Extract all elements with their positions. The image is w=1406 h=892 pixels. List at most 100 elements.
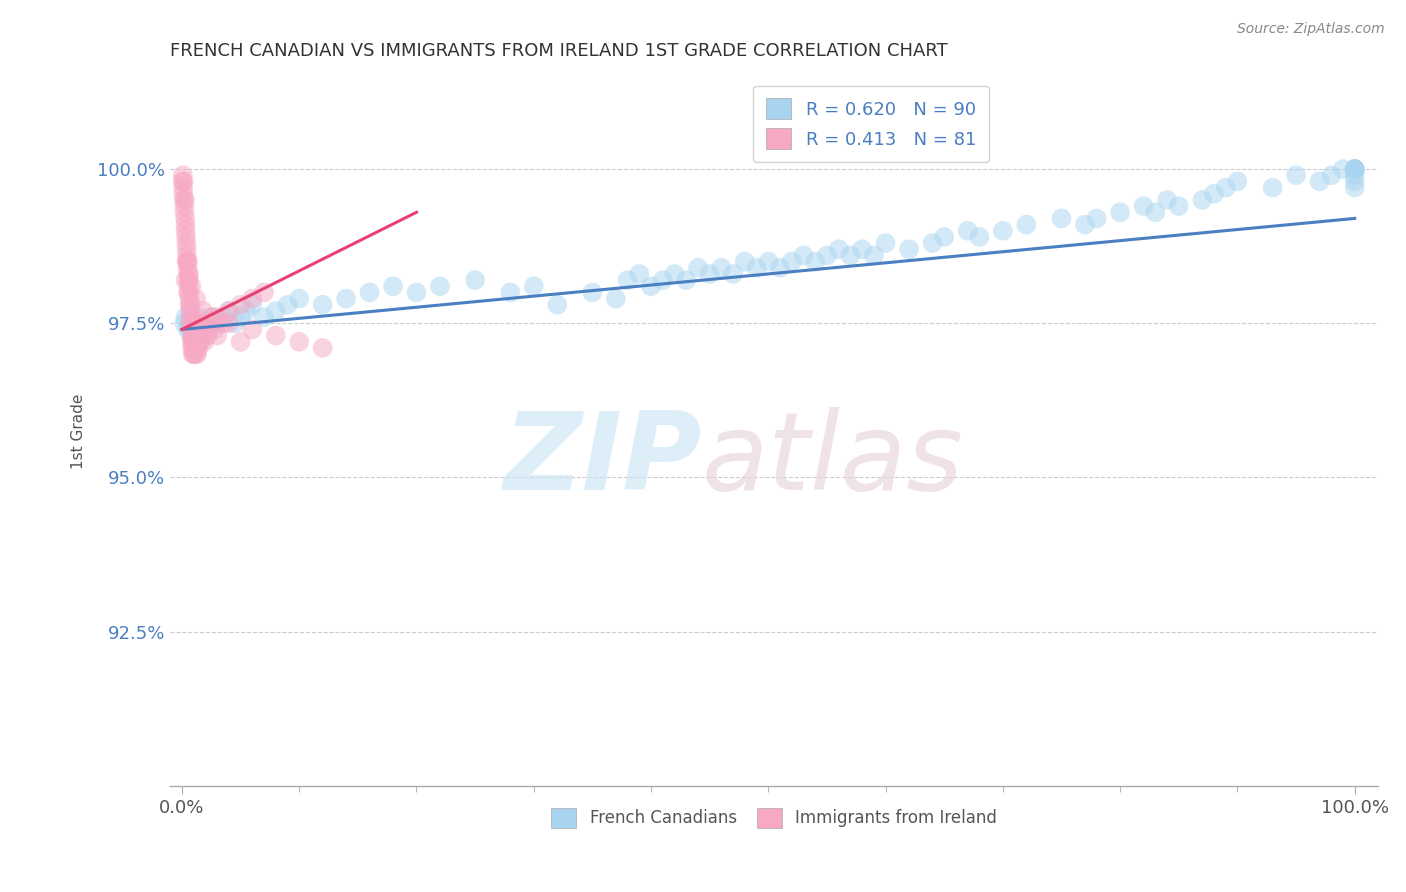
Point [464, 273, 486, 287]
Point [187, 334, 209, 349]
Y-axis label: 1st Grade: 1st Grade [72, 393, 86, 469]
Point [187, 341, 209, 355]
Point [190, 334, 212, 349]
Point [1226, 174, 1249, 188]
Point [769, 260, 792, 275]
Point [173, 193, 195, 207]
Point [616, 273, 638, 287]
Point [1261, 180, 1284, 194]
Point [956, 224, 979, 238]
Point [179, 298, 201, 312]
Point [183, 334, 205, 349]
Point [235, 304, 257, 318]
Point [183, 310, 205, 324]
Point [177, 267, 200, 281]
Point [1202, 186, 1225, 201]
Point [191, 322, 214, 336]
Point [177, 273, 200, 287]
Point [699, 267, 721, 281]
Point [815, 248, 838, 262]
Point [201, 310, 224, 324]
Point [664, 267, 686, 281]
Point [172, 168, 194, 182]
Point [429, 279, 451, 293]
Text: Source: ZipAtlas.com: Source: ZipAtlas.com [1237, 22, 1385, 37]
Point [184, 334, 207, 349]
Point [200, 316, 222, 330]
Point [198, 322, 221, 336]
Point [1344, 162, 1367, 177]
Point [204, 322, 226, 336]
Point [186, 347, 208, 361]
Point [780, 254, 803, 268]
Point [792, 248, 814, 262]
Point [546, 298, 568, 312]
Point [1344, 162, 1367, 177]
Point [176, 254, 198, 268]
Legend: French Canadians, Immigrants from Ireland: French Canadians, Immigrants from Irelan… [544, 802, 1004, 834]
Point [176, 260, 198, 275]
Point [828, 242, 851, 256]
Point [1156, 193, 1178, 207]
Point [180, 334, 202, 349]
Point [1344, 180, 1367, 194]
Point [180, 316, 202, 330]
Point [264, 304, 287, 318]
Point [253, 310, 276, 324]
Point [1308, 174, 1330, 188]
Point [1074, 218, 1097, 232]
Point [1215, 180, 1237, 194]
Point [311, 341, 333, 355]
Point [179, 310, 201, 324]
Point [229, 298, 252, 312]
Point [174, 218, 197, 232]
Point [1167, 199, 1189, 213]
Point [172, 186, 194, 201]
Point [721, 267, 744, 281]
Point [188, 328, 211, 343]
Point [180, 322, 202, 336]
Point [212, 316, 235, 330]
Point [651, 273, 673, 287]
Point [1344, 162, 1367, 177]
Point [184, 322, 207, 336]
Point [184, 341, 207, 355]
Point [1132, 199, 1154, 213]
Point [183, 316, 205, 330]
Point [756, 254, 779, 268]
Point [177, 316, 200, 330]
Point [177, 279, 200, 293]
Point [734, 254, 756, 268]
Point [186, 341, 208, 355]
Point [174, 310, 197, 324]
Point [581, 285, 603, 300]
Point [172, 174, 194, 188]
Point [179, 285, 201, 300]
Point [205, 316, 228, 330]
Point [335, 292, 357, 306]
Point [1015, 218, 1038, 232]
Point [1050, 211, 1073, 226]
Point [179, 292, 201, 306]
Point [1191, 193, 1213, 207]
Point [240, 298, 263, 312]
Text: FRENCH CANADIAN VS IMMIGRANTS FROM IRELAND 1ST GRADE CORRELATION CHART: FRENCH CANADIAN VS IMMIGRANTS FROM IRELA… [170, 42, 948, 60]
Point [194, 316, 217, 330]
Point [188, 316, 211, 330]
Point [523, 279, 546, 293]
Point [264, 328, 287, 343]
Point [839, 248, 862, 262]
Point [934, 230, 956, 244]
Point [180, 316, 202, 330]
Point [229, 310, 252, 324]
Point [224, 316, 246, 330]
Point [804, 254, 827, 268]
Point [1344, 174, 1367, 188]
Point [218, 316, 240, 330]
Point [1344, 162, 1367, 177]
Point [382, 279, 405, 293]
Point [1109, 205, 1132, 219]
Point [191, 328, 214, 343]
Point [176, 242, 198, 256]
Point [177, 254, 200, 268]
